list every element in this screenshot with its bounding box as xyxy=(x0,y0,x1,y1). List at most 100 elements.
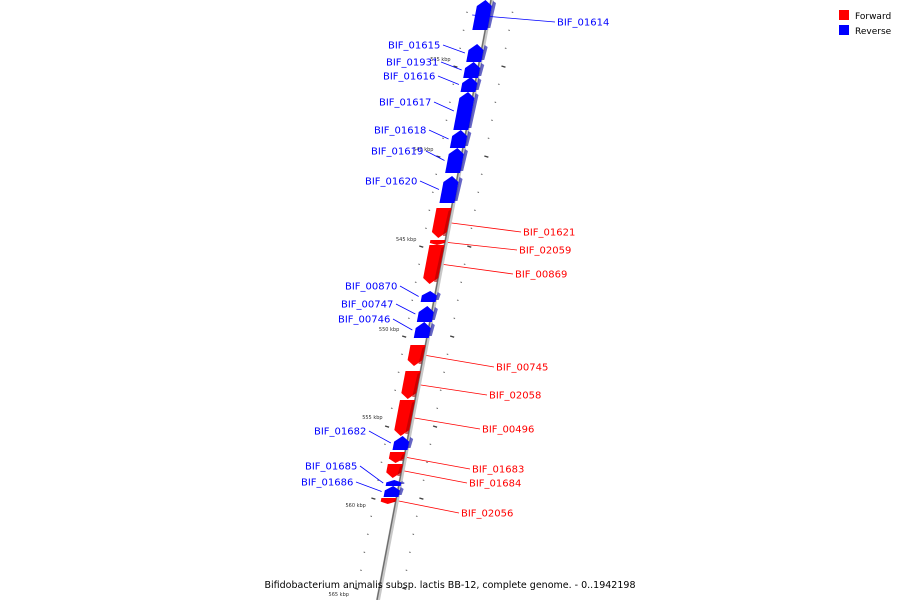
gene-shade xyxy=(434,246,445,282)
scale-tick xyxy=(432,425,438,428)
legend-reverse-swatch xyxy=(839,25,849,35)
gene-label: BIF_01684 xyxy=(469,479,521,490)
gene-label: BIF_01615 xyxy=(388,41,440,52)
scale-tick xyxy=(449,335,455,338)
gene-arrow-bif-00870 xyxy=(420,291,441,302)
genes-layer xyxy=(380,0,496,504)
scale-tick xyxy=(354,587,359,590)
gene-shade xyxy=(397,465,403,476)
gene-body xyxy=(413,322,431,338)
gene-arrow-bif-01931 xyxy=(463,62,485,78)
ticks-layer: 535 kbp 540 kbp 545 kbp 550 kbp 555 kbp 560 k… xyxy=(329,11,514,598)
gene-label: BIF_00870 xyxy=(345,282,397,293)
gene-shade xyxy=(487,1,496,28)
scale-tick xyxy=(467,245,472,248)
gene-body xyxy=(385,480,402,486)
gene-label: BIF_01621 xyxy=(523,228,575,239)
scale-tick-label: 545 kbp xyxy=(396,237,416,243)
gene-shade xyxy=(460,149,468,171)
gene-leader-line xyxy=(433,101,455,112)
gene-shade xyxy=(412,372,421,397)
gene-label: BIF_02058 xyxy=(489,391,541,402)
gene-shade xyxy=(428,323,435,336)
legend-reverse-label: Reverse xyxy=(855,27,892,37)
legend-forward-swatch xyxy=(839,10,849,20)
gene-body xyxy=(423,245,445,284)
gene-arrow-bif-01616 xyxy=(460,77,482,92)
gene-shade xyxy=(481,45,488,60)
gene-label: BIF_01617 xyxy=(379,98,431,109)
gene-leader-line xyxy=(419,180,440,190)
scale-tick xyxy=(384,425,390,428)
gene-label: BIF_01682 xyxy=(314,427,366,438)
gene-body xyxy=(380,498,397,504)
gene-shade xyxy=(464,131,472,146)
gene-arrow-bif-01617 xyxy=(453,92,479,130)
scale-tick xyxy=(419,245,424,248)
gene-label: BIF_00745 xyxy=(496,363,548,374)
scale-tick xyxy=(402,587,407,590)
scale-tick-label: 565 kbp xyxy=(329,592,349,598)
gene-label: BIF_01619 xyxy=(371,147,423,158)
gene-arrow-bif-01684 xyxy=(386,464,403,478)
gene-label: BIF_01620 xyxy=(365,177,417,188)
gene-body xyxy=(453,92,475,130)
gene-leader-line xyxy=(404,470,468,484)
gene-leader-line xyxy=(437,75,460,85)
gene-label: BIF_01616 xyxy=(383,72,435,83)
gene-leader-line xyxy=(355,481,382,492)
gene-label: BIF_01686 xyxy=(301,478,353,489)
gene-arrow-bif-01685 xyxy=(385,480,405,486)
gene-leader-line xyxy=(440,61,462,71)
gene-label: BIF_00746 xyxy=(338,315,390,326)
gene-body xyxy=(416,306,434,322)
gene-leader-line xyxy=(443,264,514,275)
scale-tick xyxy=(484,155,489,158)
gene-arrow-bif-01614 xyxy=(472,0,496,30)
gene-leader-line xyxy=(426,355,495,368)
gene-arrow-bif-02056 xyxy=(380,498,397,504)
gene-shade xyxy=(454,177,463,201)
gene-body xyxy=(388,452,406,463)
legend-forward-label: Forward xyxy=(855,12,891,22)
gene-shade xyxy=(418,346,426,364)
gene-leader-line xyxy=(425,150,445,161)
gene-leader-line xyxy=(472,14,556,23)
scale-tick xyxy=(419,497,424,500)
gene-leader-line xyxy=(392,318,413,331)
gene-leader-line xyxy=(451,222,522,233)
gene-label: BIF_00869 xyxy=(515,270,567,281)
gene-label: BIF_00496 xyxy=(482,425,534,436)
gene-leader-line xyxy=(428,129,449,140)
scale-tick xyxy=(501,65,506,68)
gene-leader-line xyxy=(420,384,488,396)
gene-body xyxy=(420,291,437,302)
gene-arrow-bif-01621 xyxy=(431,208,452,238)
scale-tick-label: 550 kbp xyxy=(379,327,399,333)
gene-arrow-bif-01683 xyxy=(388,452,406,463)
gene-leader-line xyxy=(414,417,481,430)
gene-shade xyxy=(398,487,404,495)
gene-body xyxy=(463,62,481,78)
gene-arrow-bif-00747 xyxy=(416,306,438,322)
scale-tick-label: 555 kbp xyxy=(362,415,382,421)
scale-tick xyxy=(371,497,376,500)
scale-tick xyxy=(401,335,407,338)
legend: Forward Reverse xyxy=(839,10,892,37)
gene-shade xyxy=(407,437,414,448)
gene-label: BIF_01618 xyxy=(374,126,426,137)
gene-shade xyxy=(400,481,405,484)
gene-shade xyxy=(478,63,485,76)
gene-body xyxy=(429,240,446,245)
gene-leader-line xyxy=(398,500,460,514)
scale-tick xyxy=(436,155,441,158)
gene-body xyxy=(392,436,410,450)
labels-layer: BIF_01614 BIF_01615 BIF_01931 BIF_01616 BIF_… xyxy=(301,14,609,520)
gene-shade xyxy=(468,93,479,128)
gene-arrow-bif-01620 xyxy=(439,176,463,203)
gene-arrow-bif-01619 xyxy=(445,148,468,173)
gene-body xyxy=(394,400,415,436)
gene-body xyxy=(383,486,400,497)
gene-leader-line xyxy=(368,430,392,444)
